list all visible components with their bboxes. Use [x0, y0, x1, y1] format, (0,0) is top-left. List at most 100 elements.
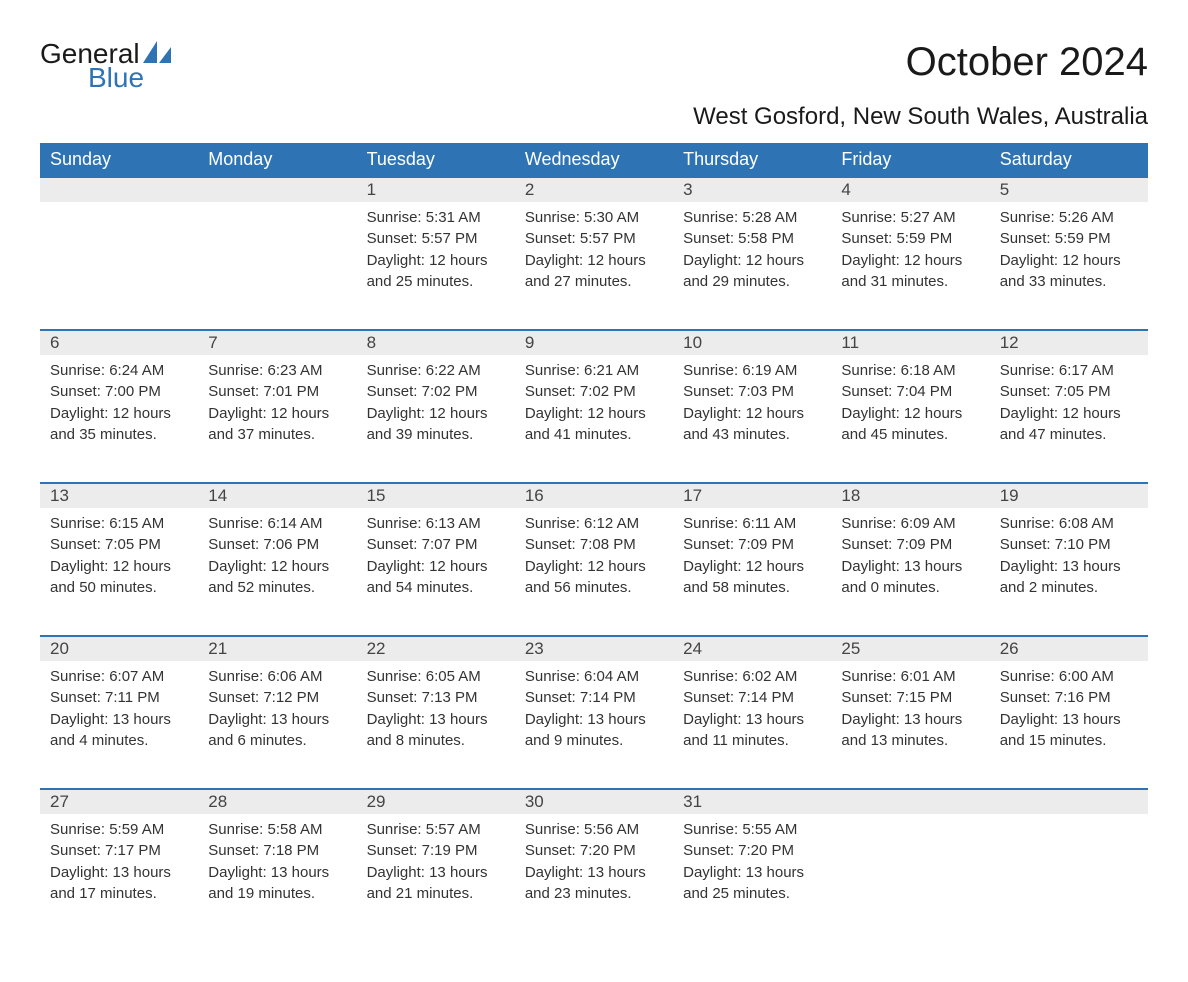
day-content: Sunrise: 6:07 AMSunset: 7:11 PMDaylight:… — [40, 661, 198, 762]
sunset-text: Sunset: 7:02 PM — [525, 382, 663, 402]
sunrise-text: Sunrise: 6:12 AM — [525, 514, 663, 534]
day-number-cell: 14 — [198, 483, 356, 508]
daylight-line1: Daylight: 13 hours — [367, 710, 505, 730]
day-number-cell: 17 — [673, 483, 831, 508]
day-content: Sunrise: 6:13 AMSunset: 7:07 PMDaylight:… — [357, 508, 515, 609]
day-content-row: Sunrise: 5:31 AMSunset: 5:57 PMDaylight:… — [40, 202, 1148, 330]
sunrise-text: Sunrise: 6:06 AM — [208, 667, 346, 687]
sunset-text: Sunset: 7:08 PM — [525, 535, 663, 555]
daylight-line1: Daylight: 13 hours — [841, 557, 979, 577]
day-cell: Sunrise: 6:19 AMSunset: 7:03 PMDaylight:… — [673, 355, 831, 483]
day-cell: Sunrise: 6:06 AMSunset: 7:12 PMDaylight:… — [198, 661, 356, 789]
daylight-line2: and 45 minutes. — [841, 425, 979, 445]
day-number-cell: 25 — [831, 636, 989, 661]
day-number-cell: 27 — [40, 789, 198, 814]
day-number-row: 13141516171819 — [40, 483, 1148, 508]
logo: General Blue — [40, 40, 171, 92]
sunset-text: Sunset: 7:20 PM — [683, 841, 821, 861]
day-number-cell: 9 — [515, 330, 673, 355]
day-content: Sunrise: 5:55 AMSunset: 7:20 PMDaylight:… — [673, 814, 831, 915]
day-content: Sunrise: 6:23 AMSunset: 7:01 PMDaylight:… — [198, 355, 356, 456]
sunrise-text: Sunrise: 5:59 AM — [50, 820, 188, 840]
day-content: Sunrise: 6:17 AMSunset: 7:05 PMDaylight:… — [990, 355, 1148, 456]
sunrise-text: Sunrise: 6:11 AM — [683, 514, 821, 534]
sunrise-text: Sunrise: 6:01 AM — [841, 667, 979, 687]
day-number-cell: 13 — [40, 483, 198, 508]
daylight-line2: and 47 minutes. — [1000, 425, 1138, 445]
sunrise-text: Sunrise: 6:22 AM — [367, 361, 505, 381]
day-content: Sunrise: 5:56 AMSunset: 7:20 PMDaylight:… — [515, 814, 673, 915]
day-content-row: Sunrise: 6:07 AMSunset: 7:11 PMDaylight:… — [40, 661, 1148, 789]
sunset-text: Sunset: 7:17 PM — [50, 841, 188, 861]
daylight-line2: and 52 minutes. — [208, 578, 346, 598]
sunrise-text: Sunrise: 6:19 AM — [683, 361, 821, 381]
day-header: Wednesday — [515, 143, 673, 177]
day-header: Monday — [198, 143, 356, 177]
daylight-line2: and 23 minutes. — [525, 884, 663, 904]
daylight-line2: and 39 minutes. — [367, 425, 505, 445]
sunset-text: Sunset: 7:03 PM — [683, 382, 821, 402]
daylight-line2: and 41 minutes. — [525, 425, 663, 445]
daylight-line1: Daylight: 13 hours — [841, 710, 979, 730]
sunset-text: Sunset: 7:15 PM — [841, 688, 979, 708]
header: General Blue October 2024 West Gosford, … — [40, 40, 1148, 131]
day-cell: Sunrise: 6:09 AMSunset: 7:09 PMDaylight:… — [831, 508, 989, 636]
daylight-line2: and 33 minutes. — [1000, 272, 1138, 292]
day-number-cell: 8 — [357, 330, 515, 355]
sunrise-text: Sunrise: 6:18 AM — [841, 361, 979, 381]
day-header: Saturday — [990, 143, 1148, 177]
sunset-text: Sunset: 7:09 PM — [841, 535, 979, 555]
sunset-text: Sunset: 7:19 PM — [367, 841, 505, 861]
day-number-cell: 16 — [515, 483, 673, 508]
day-cell: Sunrise: 5:28 AMSunset: 5:58 PMDaylight:… — [673, 202, 831, 330]
sunset-text: Sunset: 7:02 PM — [367, 382, 505, 402]
sunset-text: Sunset: 7:20 PM — [525, 841, 663, 861]
sunset-text: Sunset: 5:58 PM — [683, 229, 821, 249]
day-cell — [990, 814, 1148, 942]
daylight-line1: Daylight: 12 hours — [841, 251, 979, 271]
location: West Gosford, New South Wales, Australia — [693, 103, 1148, 131]
daylight-line1: Daylight: 12 hours — [683, 251, 821, 271]
daylight-line2: and 6 minutes. — [208, 731, 346, 751]
day-cell — [198, 202, 356, 330]
daylight-line1: Daylight: 12 hours — [367, 251, 505, 271]
daylight-line1: Daylight: 13 hours — [525, 863, 663, 883]
day-content: Sunrise: 6:06 AMSunset: 7:12 PMDaylight:… — [198, 661, 356, 762]
daylight-line1: Daylight: 12 hours — [683, 404, 821, 424]
day-cell: Sunrise: 5:26 AMSunset: 5:59 PMDaylight:… — [990, 202, 1148, 330]
day-cell: Sunrise: 5:27 AMSunset: 5:59 PMDaylight:… — [831, 202, 989, 330]
day-cell: Sunrise: 6:01 AMSunset: 7:15 PMDaylight:… — [831, 661, 989, 789]
day-content: Sunrise: 6:08 AMSunset: 7:10 PMDaylight:… — [990, 508, 1148, 609]
day-content-row: Sunrise: 6:24 AMSunset: 7:00 PMDaylight:… — [40, 355, 1148, 483]
title-block: October 2024 West Gosford, New South Wal… — [693, 40, 1148, 131]
daylight-line1: Daylight: 13 hours — [525, 710, 663, 730]
sunset-text: Sunset: 7:16 PM — [1000, 688, 1138, 708]
day-cell: Sunrise: 6:23 AMSunset: 7:01 PMDaylight:… — [198, 355, 356, 483]
day-number-cell — [831, 789, 989, 814]
daylight-line1: Daylight: 12 hours — [525, 404, 663, 424]
day-cell: Sunrise: 6:14 AMSunset: 7:06 PMDaylight:… — [198, 508, 356, 636]
day-content: Sunrise: 6:21 AMSunset: 7:02 PMDaylight:… — [515, 355, 673, 456]
day-number-cell: 6 — [40, 330, 198, 355]
day-cell: Sunrise: 6:24 AMSunset: 7:00 PMDaylight:… — [40, 355, 198, 483]
day-content: Sunrise: 5:57 AMSunset: 7:19 PMDaylight:… — [357, 814, 515, 915]
day-content: Sunrise: 6:15 AMSunset: 7:05 PMDaylight:… — [40, 508, 198, 609]
day-number-row: 2728293031 — [40, 789, 1148, 814]
sunset-text: Sunset: 7:05 PM — [50, 535, 188, 555]
day-number-cell: 7 — [198, 330, 356, 355]
daylight-line2: and 15 minutes. — [1000, 731, 1138, 751]
daylight-line1: Daylight: 12 hours — [367, 404, 505, 424]
sunset-text: Sunset: 5:59 PM — [841, 229, 979, 249]
day-number-cell — [990, 789, 1148, 814]
daylight-line2: and 0 minutes. — [841, 578, 979, 598]
day-cell: Sunrise: 6:15 AMSunset: 7:05 PMDaylight:… — [40, 508, 198, 636]
day-header: Friday — [831, 143, 989, 177]
sunset-text: Sunset: 7:06 PM — [208, 535, 346, 555]
daylight-line2: and 19 minutes. — [208, 884, 346, 904]
daylight-line2: and 35 minutes. — [50, 425, 188, 445]
day-content: Sunrise: 6:11 AMSunset: 7:09 PMDaylight:… — [673, 508, 831, 609]
sunrise-text: Sunrise: 6:14 AM — [208, 514, 346, 534]
day-content: Sunrise: 5:59 AMSunset: 7:17 PMDaylight:… — [40, 814, 198, 915]
day-content: Sunrise: 5:26 AMSunset: 5:59 PMDaylight:… — [990, 202, 1148, 303]
day-cell: Sunrise: 6:12 AMSunset: 7:08 PMDaylight:… — [515, 508, 673, 636]
